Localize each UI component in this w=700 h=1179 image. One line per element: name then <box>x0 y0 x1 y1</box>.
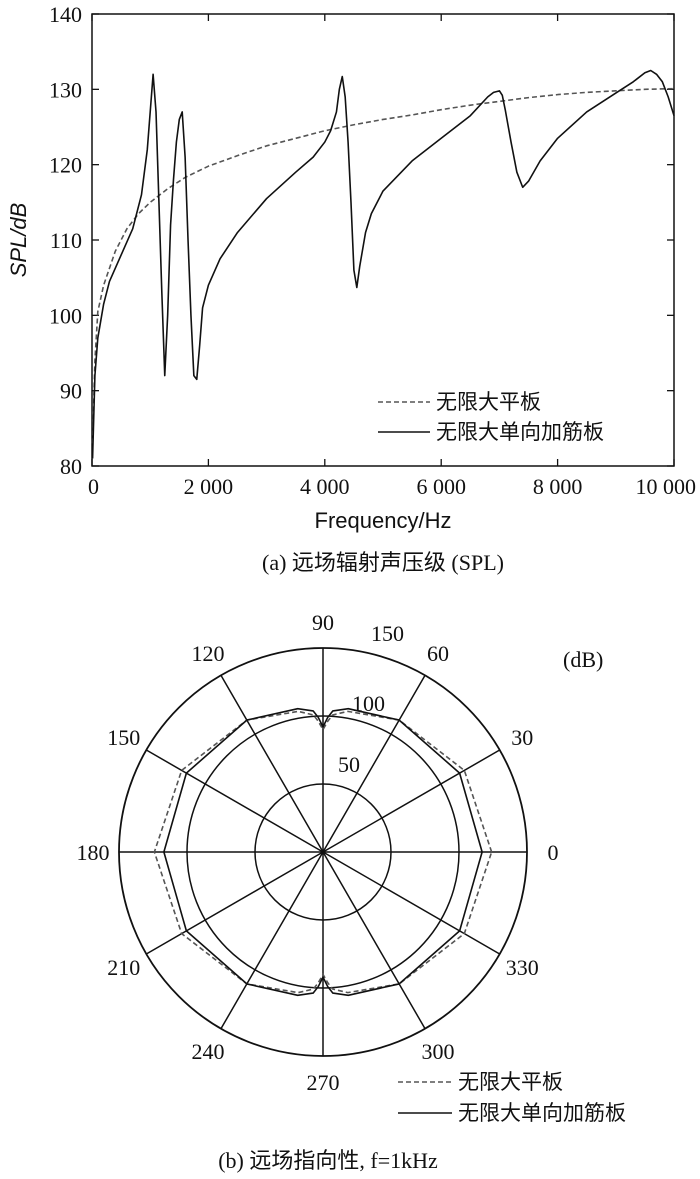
legend-label-stiffened-plate: 无限大单向加筋板 <box>458 1101 626 1125</box>
x-axis-label: Frequency/Hz <box>315 508 452 533</box>
y-tick-label: 140 <box>49 2 82 27</box>
series-group <box>153 707 493 997</box>
x-tick-label: 0 <box>88 474 99 499</box>
angle-label: 30 <box>511 725 533 750</box>
angle-label: 180 <box>77 840 110 865</box>
series-group <box>91 69 675 459</box>
angle-label: 240 <box>192 1039 225 1064</box>
y-tick-label: 90 <box>60 379 82 404</box>
plot-area-frame <box>91 13 675 467</box>
y-tick-label: 100 <box>49 303 82 328</box>
unit-label: (dB) <box>563 647 603 672</box>
angle-label: 150 <box>107 725 140 750</box>
x-tick-label: 4 000 <box>300 474 350 499</box>
angle-label: 90 <box>312 610 334 635</box>
polar-spoke <box>322 851 501 955</box>
legend-label-stiffened-plate: 无限大单向加筋板 <box>436 420 604 444</box>
series-line-stiffened-plate <box>91 69 675 459</box>
polar-spoke <box>322 851 426 1030</box>
polar-series-stiffened-plate <box>163 707 483 997</box>
x-tick-label: 6 000 <box>416 474 466 499</box>
polar-spoke <box>322 749 501 853</box>
y-tick-label: 110 <box>50 228 82 253</box>
series-line-flat-plate <box>91 87 675 444</box>
angle-label: 330 <box>506 955 539 980</box>
caption-a: (a) 远场辐射声压级 (SPL) <box>262 550 504 575</box>
radial-tick-150: 150 <box>371 621 404 646</box>
angle-label: 270 <box>307 1070 340 1095</box>
angle-label: 0 <box>548 840 559 865</box>
angle-label: 210 <box>107 955 140 980</box>
y-tick-label: 130 <box>49 77 82 102</box>
x-tick-label: 2 000 <box>184 474 234 499</box>
polar-spoke <box>220 674 324 853</box>
legend-label-flat-plate: 无限大平板 <box>458 1070 563 1094</box>
polar-spoke <box>145 749 324 853</box>
polar-spoke <box>322 674 426 853</box>
y-axis-label: SPL/dB <box>6 203 31 278</box>
angle-label: 120 <box>192 641 225 666</box>
legend-label-flat-plate: 无限大平板 <box>436 390 541 414</box>
polar-spoke <box>145 851 324 955</box>
spl-chart: 0 2 000 4 000 6 000 8 000 10 000 80 90 100 110 120… <box>6 2 696 575</box>
radial-tick-100: 100 <box>352 691 385 716</box>
legend: 无限大平板 无限大单向加筋板 <box>398 1070 626 1125</box>
legend: 无限大平板 无限大单向加筋板 <box>378 390 604 444</box>
y-tick-label: 120 <box>49 153 82 178</box>
directivity-polar-chart: 0 30 60 90 120 150 180 210 240 270 300 330 100 50 1… <box>77 610 627 1173</box>
angle-label: 60 <box>427 641 449 666</box>
polar-spoke <box>220 851 324 1030</box>
axis-ticks: 0 2 000 4 000 6 000 8 000 10 000 80 90 100 110 120… <box>49 2 696 499</box>
x-tick-label: 10 000 <box>636 474 697 499</box>
y-tick-label: 80 <box>60 454 82 479</box>
angle-labels: 0 30 60 90 120 150 180 210 240 270 300 330 <box>77 610 559 1095</box>
caption-b: (b) 远场指向性, f=1kHz <box>218 1148 438 1173</box>
angle-label: 300 <box>422 1039 455 1064</box>
polar-grid <box>118 647 528 1057</box>
x-tick-label: 8 000 <box>533 474 583 499</box>
polar-series-flat-plate <box>153 710 493 994</box>
radial-tick-50: 50 <box>338 752 360 777</box>
